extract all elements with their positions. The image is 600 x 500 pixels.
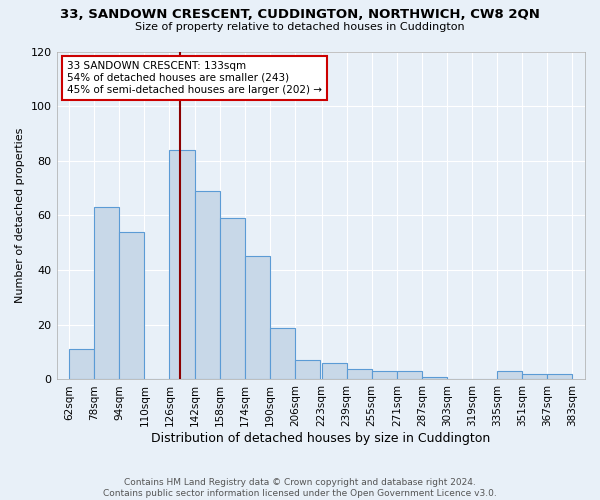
Text: 33, SANDOWN CRESCENT, CUDDINGTON, NORTHWICH, CW8 2QN: 33, SANDOWN CRESCENT, CUDDINGTON, NORTHW… bbox=[60, 8, 540, 20]
Bar bbox=[69, 350, 94, 380]
Bar bbox=[547, 374, 572, 380]
Bar bbox=[322, 363, 347, 380]
Y-axis label: Number of detached properties: Number of detached properties bbox=[15, 128, 25, 303]
Text: Contains HM Land Registry data © Crown copyright and database right 2024.
Contai: Contains HM Land Registry data © Crown c… bbox=[103, 478, 497, 498]
Bar bbox=[194, 191, 220, 380]
Bar bbox=[397, 372, 422, 380]
Bar bbox=[522, 374, 547, 380]
Bar bbox=[295, 360, 320, 380]
Bar bbox=[94, 208, 119, 380]
Text: Size of property relative to detached houses in Cuddington: Size of property relative to detached ho… bbox=[135, 22, 465, 32]
Bar bbox=[372, 372, 397, 380]
Bar bbox=[119, 232, 145, 380]
Bar bbox=[220, 218, 245, 380]
Text: 33 SANDOWN CRESCENT: 133sqm
54% of detached houses are smaller (243)
45% of semi: 33 SANDOWN CRESCENT: 133sqm 54% of detac… bbox=[67, 62, 322, 94]
Bar bbox=[245, 256, 270, 380]
X-axis label: Distribution of detached houses by size in Cuddington: Distribution of detached houses by size … bbox=[151, 432, 490, 445]
Bar bbox=[422, 376, 447, 380]
Bar bbox=[270, 328, 295, 380]
Bar bbox=[169, 150, 194, 380]
Bar bbox=[497, 372, 522, 380]
Bar bbox=[347, 368, 372, 380]
